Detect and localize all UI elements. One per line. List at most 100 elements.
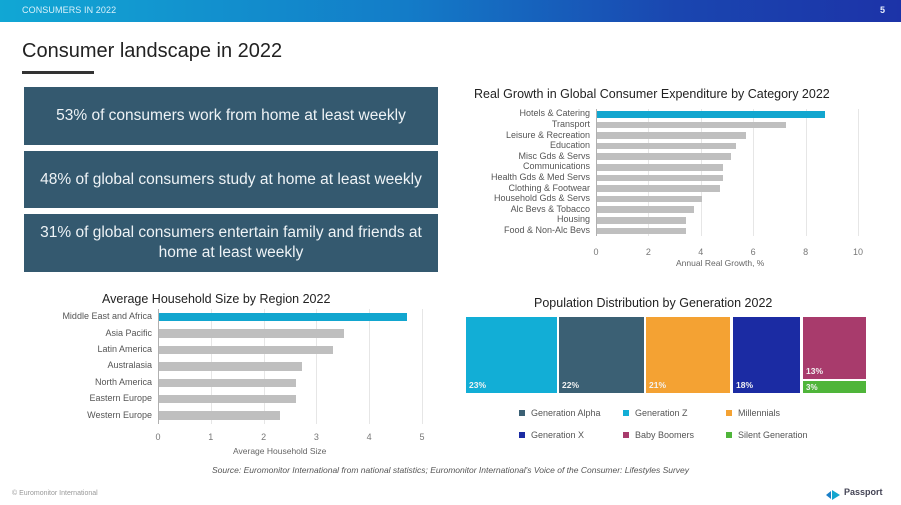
gridline (700, 109, 702, 237)
category-label: Hotels & Catering (519, 108, 590, 119)
x-tick-label: 0 (155, 432, 161, 442)
stat-box-study: 48% of global consumers study at home at… (24, 151, 438, 208)
treemap-label: 3% (806, 383, 818, 392)
legend-swatch (623, 410, 629, 416)
legend-item: Millennials (726, 408, 780, 418)
legend-item: Generation Alpha (519, 408, 601, 418)
bar (159, 362, 302, 371)
title-underline (22, 71, 94, 74)
x-tick-label: 2 (261, 432, 267, 442)
category-label: Eastern Europe (89, 393, 152, 404)
legend-label: Generation Alpha (531, 408, 601, 418)
x-tick-label: 5 (419, 432, 425, 442)
treemap-label: 22% (562, 380, 580, 390)
category-label: Leisure & Recreation (505, 129, 590, 140)
treemap-label: 21% (649, 380, 667, 390)
legend-swatch (726, 410, 732, 416)
gridline (422, 309, 423, 424)
x-tick-label: 4 (366, 432, 372, 442)
bar (597, 132, 747, 139)
x-axis-title: Annual Real Growth, % (676, 258, 765, 268)
bar (159, 394, 297, 404)
treemap-label: 23% (469, 380, 487, 390)
treemap-block: 22% (559, 317, 644, 393)
legend-label: Baby Boomers (635, 430, 695, 440)
category-label: Latin America (97, 344, 152, 354)
x-tick-label: 10 (852, 247, 863, 257)
bar (597, 185, 721, 192)
bar (597, 142, 736, 150)
y-axis-line (158, 309, 159, 424)
bar (159, 378, 297, 388)
y-axis-line (596, 109, 597, 237)
treemap-block: 13% (803, 317, 866, 379)
category-label: Housing (556, 214, 590, 225)
legend-swatch (623, 432, 629, 438)
chart-title: Average Household Size by Region 2022 (102, 292, 331, 306)
gridline (316, 309, 318, 424)
x-tick-label: 4 (698, 247, 704, 257)
bar (159, 312, 408, 322)
category-label: Food & Non-Alc Bevs (503, 224, 590, 235)
legend-swatch (519, 432, 525, 438)
gridline (753, 109, 755, 237)
bar (159, 329, 344, 338)
legend-label: Silent Generation (738, 430, 808, 440)
copyright: © Euromonitor International (12, 490, 98, 497)
legend-swatch (519, 410, 525, 416)
legend-item: Silent Generation (726, 430, 808, 440)
gridline (858, 109, 859, 237)
bar (597, 121, 786, 129)
x-tick-label: 2 (645, 247, 651, 257)
category-label: Education (549, 140, 590, 151)
page-number: 5 (879, 5, 885, 15)
category-label: Misc Gds & Servs (518, 150, 590, 161)
bar (597, 195, 702, 203)
passport-logo-icon (826, 487, 840, 500)
legend-item: Baby Boomers (623, 430, 694, 440)
treemap-block: 21% (646, 317, 730, 393)
category-label: Clothing & Footwear (508, 182, 590, 193)
x-tick-label: 0 (593, 247, 599, 257)
gridline (369, 309, 371, 424)
header-bar: CONSUMERS IN 2022 5 (0, 0, 901, 22)
passport-logo: Passport (826, 487, 883, 500)
bar (597, 206, 694, 213)
bar (597, 153, 731, 160)
treemap-label: 18% (736, 380, 754, 390)
bar (597, 111, 825, 118)
passport-logo-text: Passport (844, 487, 883, 497)
bar (597, 174, 723, 182)
page-title: Consumer landscape in 2022 (22, 40, 283, 62)
category-label: North America (94, 376, 152, 387)
category-label: Australasia (107, 360, 152, 371)
x-tick-label: 3 (313, 432, 319, 442)
gridline (805, 109, 807, 237)
x-axis-title: Average Household Size (233, 446, 327, 456)
treemap-block: 23% (466, 317, 557, 393)
x-tick-label: 1 (208, 432, 214, 442)
legend-label: Generation Z (635, 408, 688, 418)
x-tick-label: 8 (803, 247, 809, 257)
stat-box-entertain: 31% of global consumers entertain family… (24, 214, 438, 272)
legend-item: Generation X (519, 430, 584, 440)
category-label: Middle East and Africa (62, 311, 152, 322)
category-label: Health Gds & Med Servs (490, 171, 590, 182)
bar (597, 164, 723, 171)
treemap-label: 13% (806, 366, 824, 376)
category-label: Asia Pacific (105, 327, 152, 338)
bar (597, 217, 687, 224)
gridline (648, 109, 650, 237)
category-label: Household Gds & Servs (493, 193, 590, 204)
treemap-block: 3% (803, 381, 866, 393)
source-note: Source: Euromonitor International from n… (211, 465, 690, 475)
chart-title: Population Distribution by Generation 20… (534, 296, 773, 310)
x-tick-label: 6 (750, 247, 756, 257)
category-label: Western Europe (87, 409, 152, 420)
treemap-block: 18% (733, 317, 800, 393)
chart-title: Real Growth in Global Consumer Expenditu… (474, 87, 830, 101)
legend-label: Generation X (531, 430, 585, 440)
section-label: CONSUMERS IN 2022 (22, 5, 117, 15)
legend-swatch (726, 432, 732, 438)
category-label: Transport (551, 118, 590, 129)
